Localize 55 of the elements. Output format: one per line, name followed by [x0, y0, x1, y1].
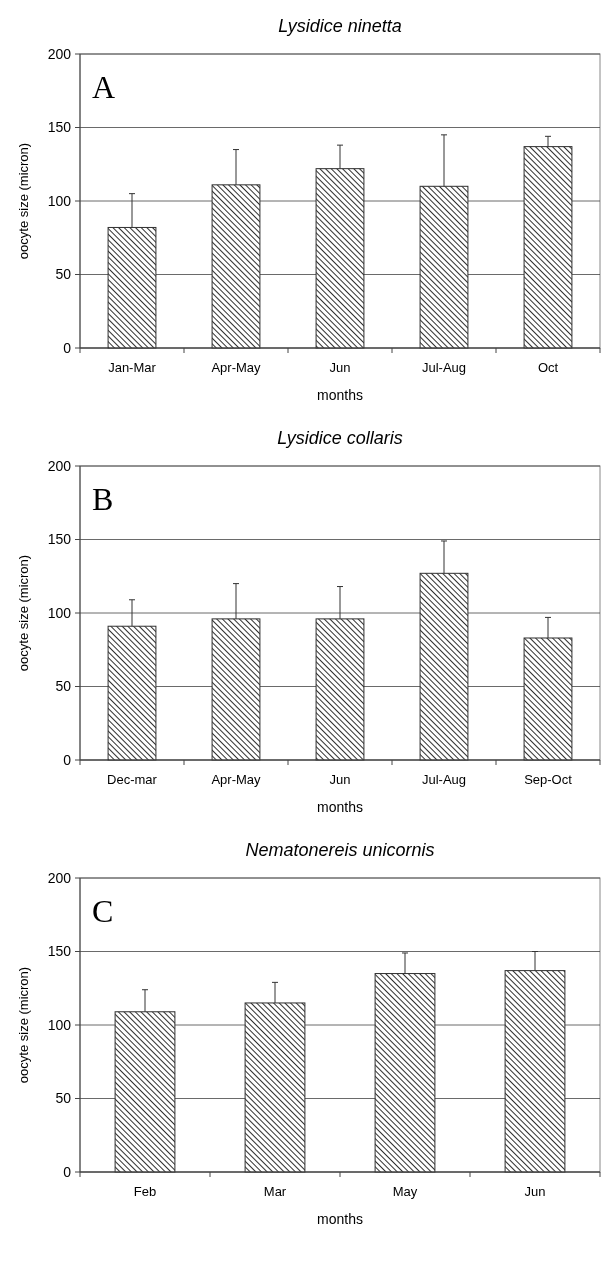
x-tick-label: Jul-Aug	[421, 360, 467, 375]
annotation: B	[92, 481, 114, 517]
x-tick-label: Oct	[537, 360, 559, 375]
y-tick-label: 0	[63, 339, 72, 356]
y-axis-title: oocyte size (micron)	[16, 966, 31, 1084]
y-tick-label: 150	[47, 531, 72, 548]
y-tick-label: 100	[47, 1016, 72, 1033]
bar	[419, 572, 469, 761]
annotation: A	[92, 69, 116, 105]
x-tick-label: Jun	[329, 772, 351, 787]
y-tick-label: 200	[47, 45, 72, 62]
x-axis-title: months	[317, 799, 363, 815]
x-tick-label: Apr-May	[211, 360, 262, 375]
bar	[315, 168, 365, 349]
y-tick-label: 150	[47, 943, 72, 960]
bar	[107, 226, 157, 349]
bar	[523, 146, 573, 349]
x-tick-label: Feb	[133, 1184, 157, 1199]
y-tick-label: 0	[63, 1163, 72, 1180]
y-tick-label: 100	[47, 604, 72, 621]
y-tick-label: 50	[55, 266, 72, 283]
x-tick-label: Dec-mar	[107, 772, 158, 787]
y-axis-title: oocyte size (micron)	[16, 554, 31, 672]
bar	[114, 1011, 176, 1173]
bar	[211, 184, 261, 349]
y-tick-label: 100	[47, 192, 72, 209]
bar	[315, 618, 365, 761]
bar	[107, 625, 157, 761]
y-tick-label: 200	[47, 869, 72, 886]
bar	[419, 185, 469, 349]
bar	[211, 618, 261, 761]
y-tick-label: 50	[55, 678, 72, 695]
annotation: C	[92, 893, 114, 929]
bar	[374, 973, 436, 1173]
x-tick-label: Apr-May	[211, 772, 262, 787]
x-tick-label: May	[392, 1184, 418, 1199]
bar	[523, 637, 573, 761]
x-tick-label: Jun	[329, 360, 351, 375]
chart-title: Lysidice collaris	[277, 428, 403, 448]
chart-title: Nematonereis unicornis	[245, 840, 435, 860]
x-tick-label: Sep-Oct	[524, 772, 573, 787]
bar	[244, 1002, 306, 1173]
x-axis-title: months	[317, 1211, 363, 1227]
x-tick-label: Jan-Mar	[108, 360, 157, 375]
x-tick-label: Jun	[524, 1184, 546, 1199]
y-tick-label: 0	[63, 751, 72, 768]
y-tick-label: 50	[55, 1090, 72, 1107]
y-tick-label: 200	[47, 457, 72, 474]
y-axis-title: oocyte size (micron)	[16, 142, 31, 260]
x-axis-title: months	[317, 387, 363, 403]
x-tick-label: Jul-Aug	[421, 772, 467, 787]
bar	[504, 970, 566, 1173]
y-tick-label: 150	[47, 119, 72, 136]
x-tick-label: Mar	[263, 1184, 287, 1199]
chart-title: Lysidice ninetta	[278, 16, 402, 36]
